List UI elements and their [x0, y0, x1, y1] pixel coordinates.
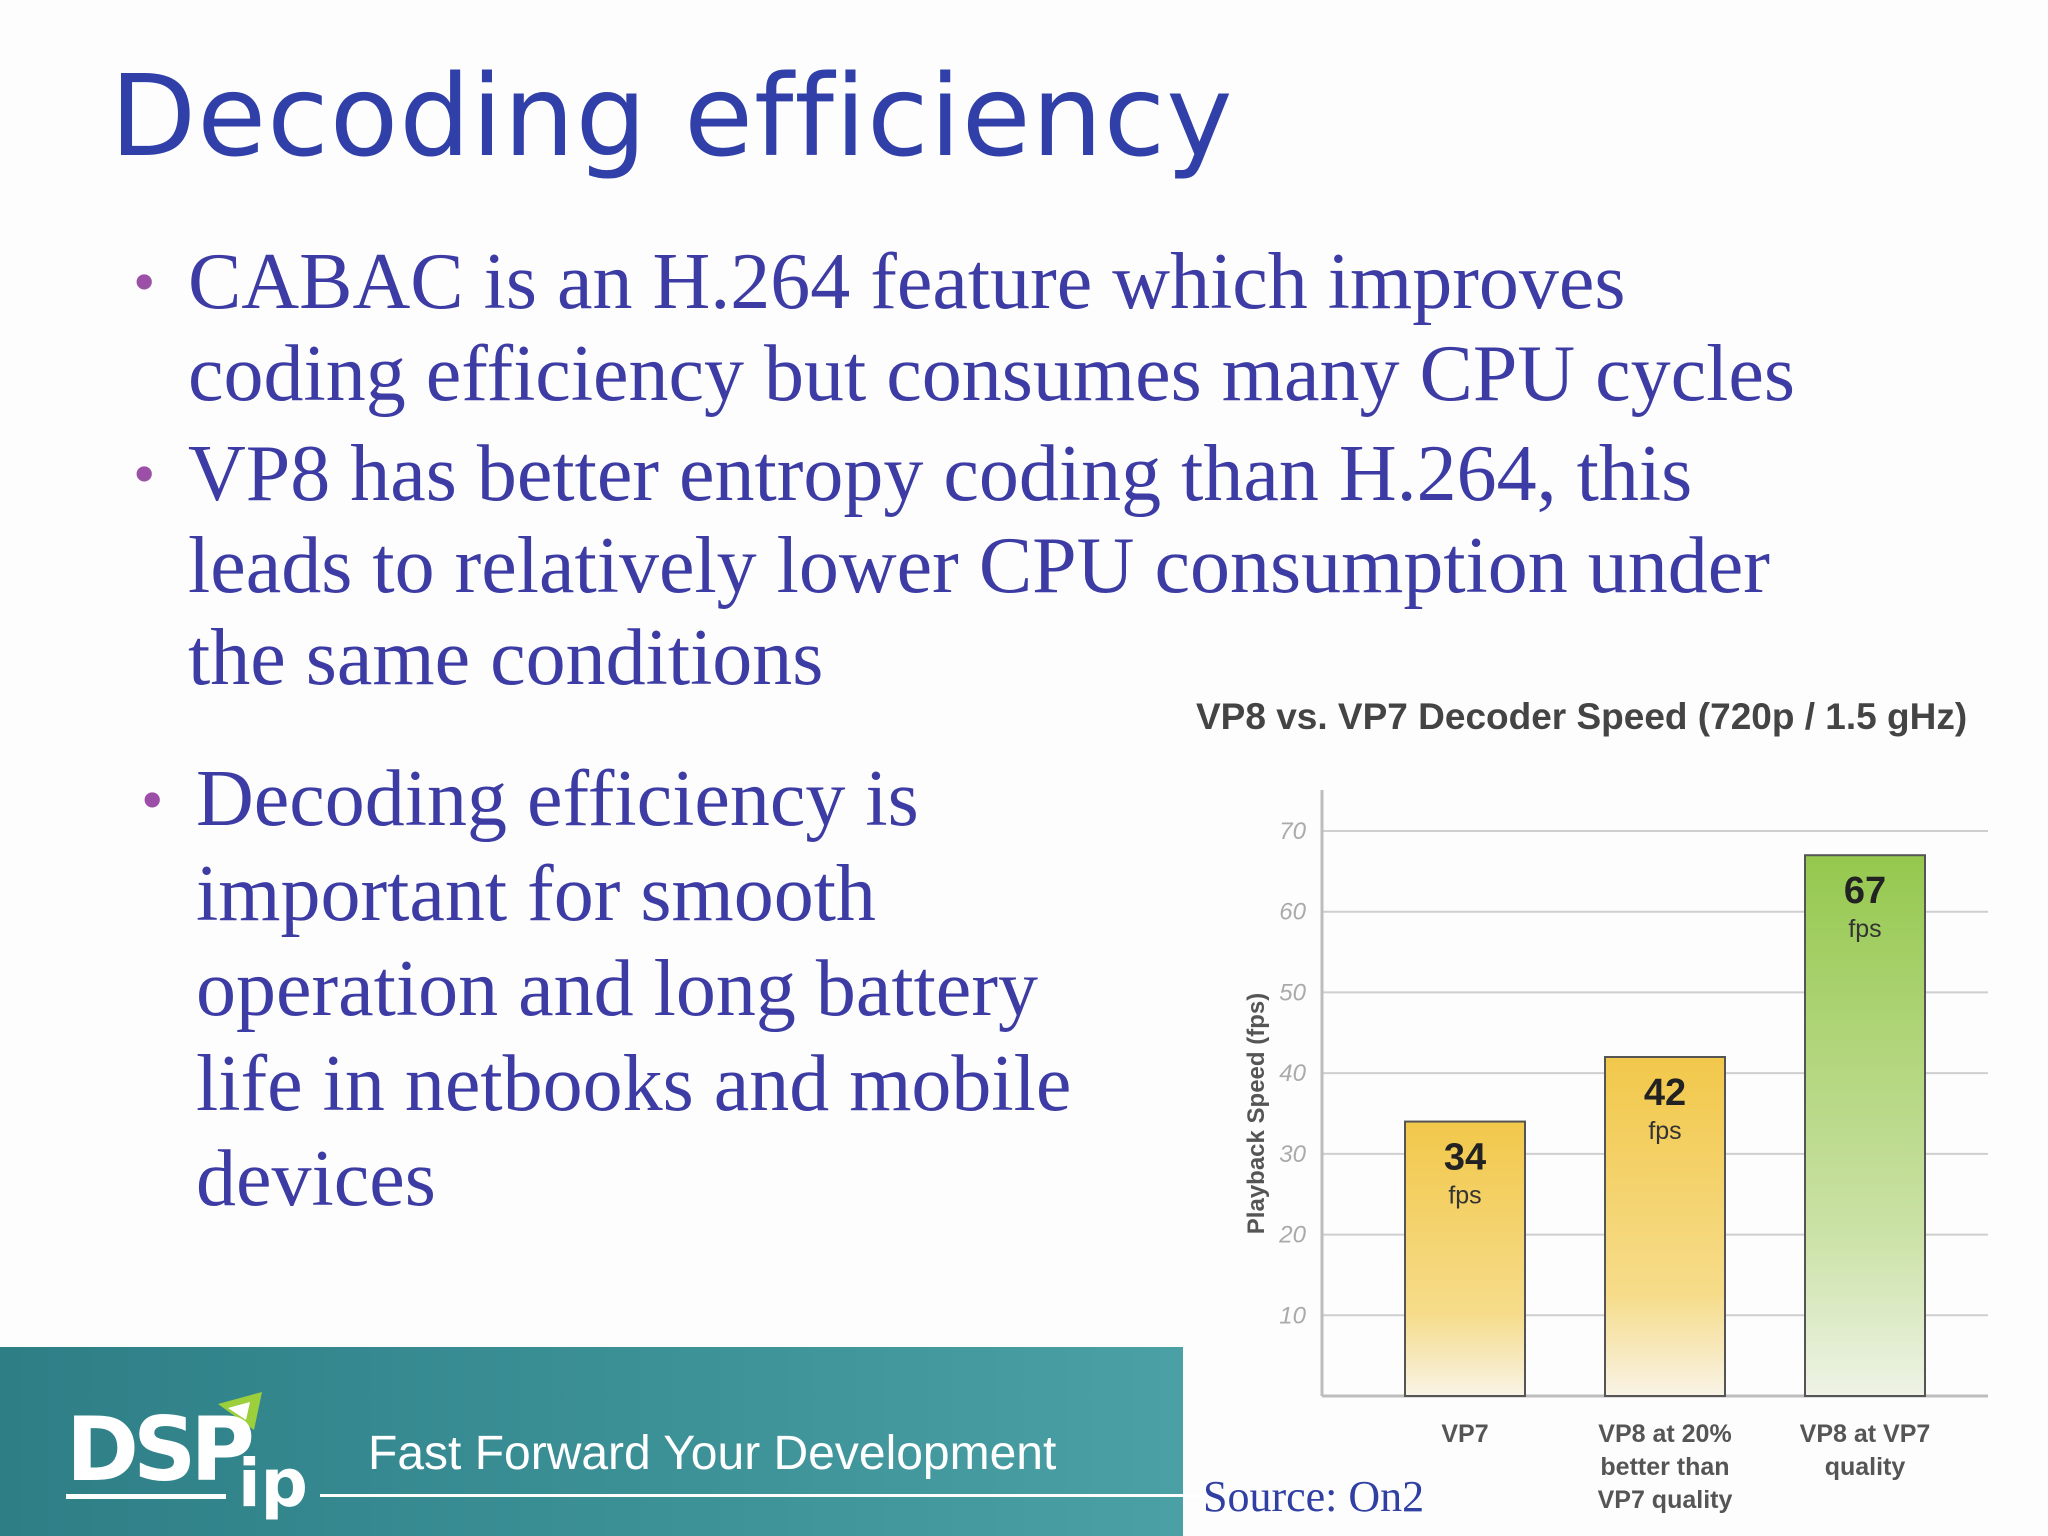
bullet-decoding-efficiency: • Decoding efficiency is important for s… — [141, 752, 1186, 1227]
x-category-label: quality — [1825, 1453, 1906, 1481]
source-credit: Source: On2 — [1203, 1472, 1425, 1521]
x-category-label: VP8 at VP7 — [1800, 1420, 1931, 1448]
y-tick-label: 50 — [1279, 979, 1306, 1006]
bullet-line: VP8 has better entropy coding than H.264… — [188, 430, 1693, 518]
y-tick-label: 70 — [1279, 818, 1306, 845]
y-tick-label: 20 — [1278, 1222, 1306, 1249]
bar-value-label: 42 — [1644, 1072, 1686, 1114]
y-tick-label: 60 — [1279, 899, 1306, 926]
bullet-line: leads to relatively lower CPU consumptio… — [188, 522, 1770, 610]
y-tick-label: 40 — [1279, 1060, 1306, 1087]
y-tick-label: 30 — [1279, 1141, 1306, 1168]
footer-band — [0, 1347, 1183, 1536]
x-category-label: VP8 at 20% — [1598, 1420, 1731, 1448]
decoder-speed-chart: 10 20 30 40 50 60 70 Playback Speed (fps) 34 fps V… — [1243, 790, 1988, 1514]
footer-tagline: Fast Forward Your Development — [368, 1427, 1057, 1480]
bar-value-label: 67 — [1844, 870, 1886, 912]
slide-title: Decoding efficiency — [110, 52, 1234, 182]
bullet-line: the same conditions — [188, 614, 824, 702]
x-category-label: VP7 — [1441, 1420, 1488, 1448]
bar-unit-label: fps — [1848, 915, 1881, 943]
logo-sub-text: ip — [238, 1445, 308, 1522]
bar-value-label: 34 — [1444, 1137, 1486, 1179]
logo-arrow-inner-icon — [228, 1402, 250, 1420]
x-category-label: better than — [1600, 1453, 1729, 1481]
bullet-dot-icon: • — [141, 764, 164, 835]
bullet-line: devices — [196, 1135, 436, 1223]
y-axis-label: Playback Speed (fps) — [1243, 993, 1270, 1234]
bullet-cabac: • CABAC is an H.264 feature which improv… — [133, 236, 1988, 420]
bullet-line: important for smooth — [196, 850, 876, 938]
bullet-line: CABAC is an H.264 feature which improves — [188, 238, 1626, 326]
bar — [1804, 854, 1926, 1397]
bar-unit-label: fps — [1448, 1182, 1481, 1210]
x-category-label: VP7 quality — [1598, 1486, 1733, 1514]
bar-unit-label: fps — [1648, 1117, 1681, 1145]
bullet-vp8-entropy: • VP8 has better entropy coding than H.2… — [133, 428, 1988, 704]
bullet-line: operation and long battery — [196, 945, 1038, 1033]
bullet-line: Decoding efficiency is — [196, 755, 919, 843]
chart-title: VP8 vs. VP7 Decoder Speed (720p / 1.5 gH… — [1196, 696, 1968, 737]
bar — [1604, 1056, 1726, 1397]
bullet-dot-icon: • — [133, 246, 156, 317]
logo-underline — [66, 1494, 226, 1499]
logo-text: DSP — [66, 1398, 251, 1501]
y-tick-label: 10 — [1279, 1302, 1306, 1329]
bullet-line: coding efficiency but consumes many CPU … — [188, 330, 1796, 418]
dspip-logo: DSP ip — [66, 1392, 308, 1522]
bullet-line: life in netbooks and mobile — [196, 1040, 1072, 1128]
bullet-dot-icon: • — [133, 438, 156, 509]
bar — [1404, 1120, 1526, 1397]
footer-rule — [320, 1494, 1200, 1497]
